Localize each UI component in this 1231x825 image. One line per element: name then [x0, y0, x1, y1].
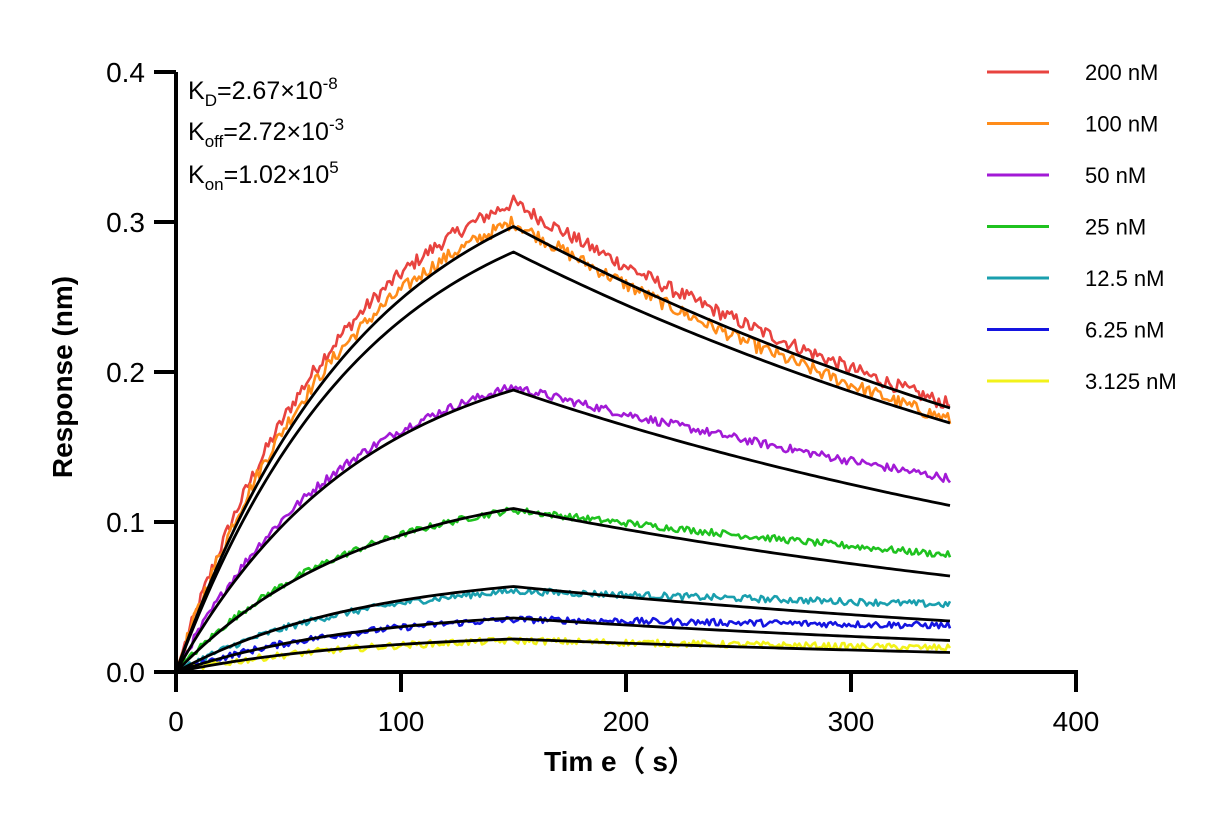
fit-curve-6: [175, 616, 951, 674]
legend-label: 6.25 nM: [1085, 318, 1165, 343]
kd-annotation: KD=2.67×10-8: [188, 74, 338, 110]
observed-curve-1: [174, 194, 951, 673]
x-tick-label: 100: [378, 706, 425, 737]
x-tick-label: 300: [828, 706, 875, 737]
fit-curve-1: [174, 225, 951, 673]
observed-curves: [174, 194, 952, 674]
fit-curve-4: [174, 507, 951, 673]
x-tick-label: 200: [603, 706, 650, 737]
legend-label: 100 nM: [1085, 112, 1158, 137]
observed-curve-6: [175, 615, 952, 674]
kon-annotation: Kon=1.02×105: [188, 158, 339, 194]
observed-curve-5: [175, 587, 952, 674]
y-tick-label: 0.4: [106, 57, 145, 88]
y-axis-title: Response (nm): [47, 276, 78, 478]
x-tick-label: 400: [1053, 706, 1100, 737]
fit-curves: [174, 225, 951, 674]
fit-curve-3: [174, 388, 951, 673]
fit-curve-7: [175, 637, 951, 674]
legend-label: 200 nM: [1085, 60, 1158, 85]
kinetic-annotations: KD=2.67×10-8 Koff=2.72×10-3 Kon=1.02×105: [188, 74, 344, 194]
koff-annotation: Koff=2.72×10-3: [188, 115, 344, 151]
axis-ticks: 0 100 200 300 400 0.0 0.1 0.2 0.3 0.4: [106, 57, 1099, 737]
observed-curve-2: [174, 215, 952, 673]
fit-curve-2: [174, 250, 951, 673]
y-tick-label: 0.2: [106, 357, 145, 388]
x-tick-label: 0: [168, 706, 184, 737]
y-tick-label: 0.1: [106, 507, 145, 538]
legend-label: 3.125 nM: [1085, 369, 1177, 394]
legend-label: 25 nM: [1085, 215, 1146, 240]
legend: 200 nM 100 nM 50 nM 25 nM 12.5 nM 6.25 nM 3.12…: [987, 60, 1177, 394]
observed-curve-3: [174, 384, 952, 673]
x-axis-title: Tim e（ s）: [544, 745, 696, 777]
y-tick-label: 0.3: [106, 207, 145, 238]
legend-label: 50 nM: [1085, 163, 1146, 188]
y-tick-label: 0.0: [106, 657, 145, 688]
fit-curve-5: [175, 585, 951, 674]
legend-label: 12.5 nM: [1085, 266, 1165, 291]
